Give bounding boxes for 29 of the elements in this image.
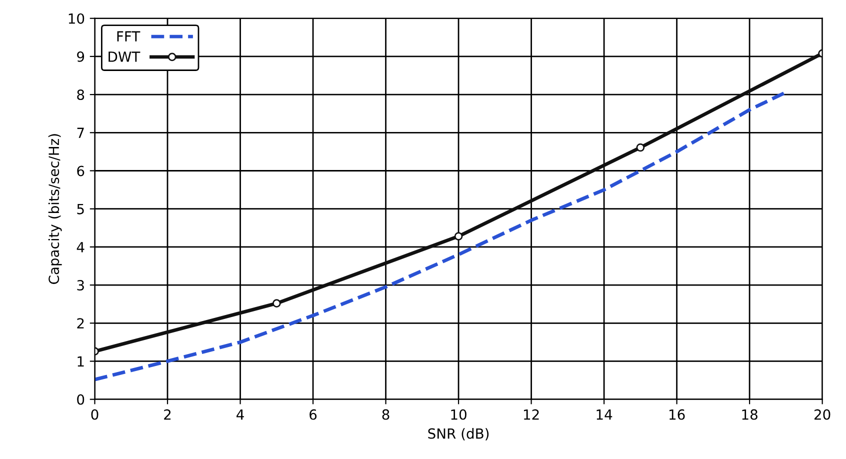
- y-axis-title: Capacity (bits/sec/Hz): [48, 134, 62, 284]
- y-tick-label: 8: [77, 90, 84, 100]
- x-tick-label: 4: [236, 409, 244, 420]
- legend-label: DWT: [108, 52, 140, 62]
- y-tick-label: 3: [77, 280, 84, 291]
- y-tick-label: 10: [68, 13, 84, 24]
- x-tick-label: 20: [814, 409, 830, 420]
- x-tick-label: 12: [524, 409, 539, 420]
- y-tick-label: 0: [77, 394, 84, 405]
- y-tick-label: 2: [77, 318, 84, 328]
- x-tick-label: 8: [382, 409, 390, 420]
- x-tick-label: 6: [310, 409, 317, 420]
- y-tick-label: 9: [77, 51, 84, 62]
- x-tick-label: 16: [669, 409, 685, 420]
- point: [636, 143, 645, 152]
- y-tick-label: 1: [78, 356, 84, 367]
- point: [454, 232, 463, 240]
- x-tick-label: 14: [596, 409, 612, 420]
- point: [272, 299, 281, 308]
- x-axis-title: SNR (dB): [428, 428, 489, 440]
- y-tick-label: 5: [77, 204, 84, 214]
- y-tick-label: 7: [77, 128, 84, 138]
- y-tick-label: 4: [76, 242, 84, 252]
- x-tick-label: 2: [164, 409, 171, 420]
- x-tick-label: 10: [451, 409, 466, 420]
- x-tick-label: 18: [742, 409, 758, 420]
- legend-label: FFT: [117, 31, 140, 42]
- x-tick-label: 0: [91, 409, 98, 420]
- y-tick-label: 6: [77, 166, 84, 176]
